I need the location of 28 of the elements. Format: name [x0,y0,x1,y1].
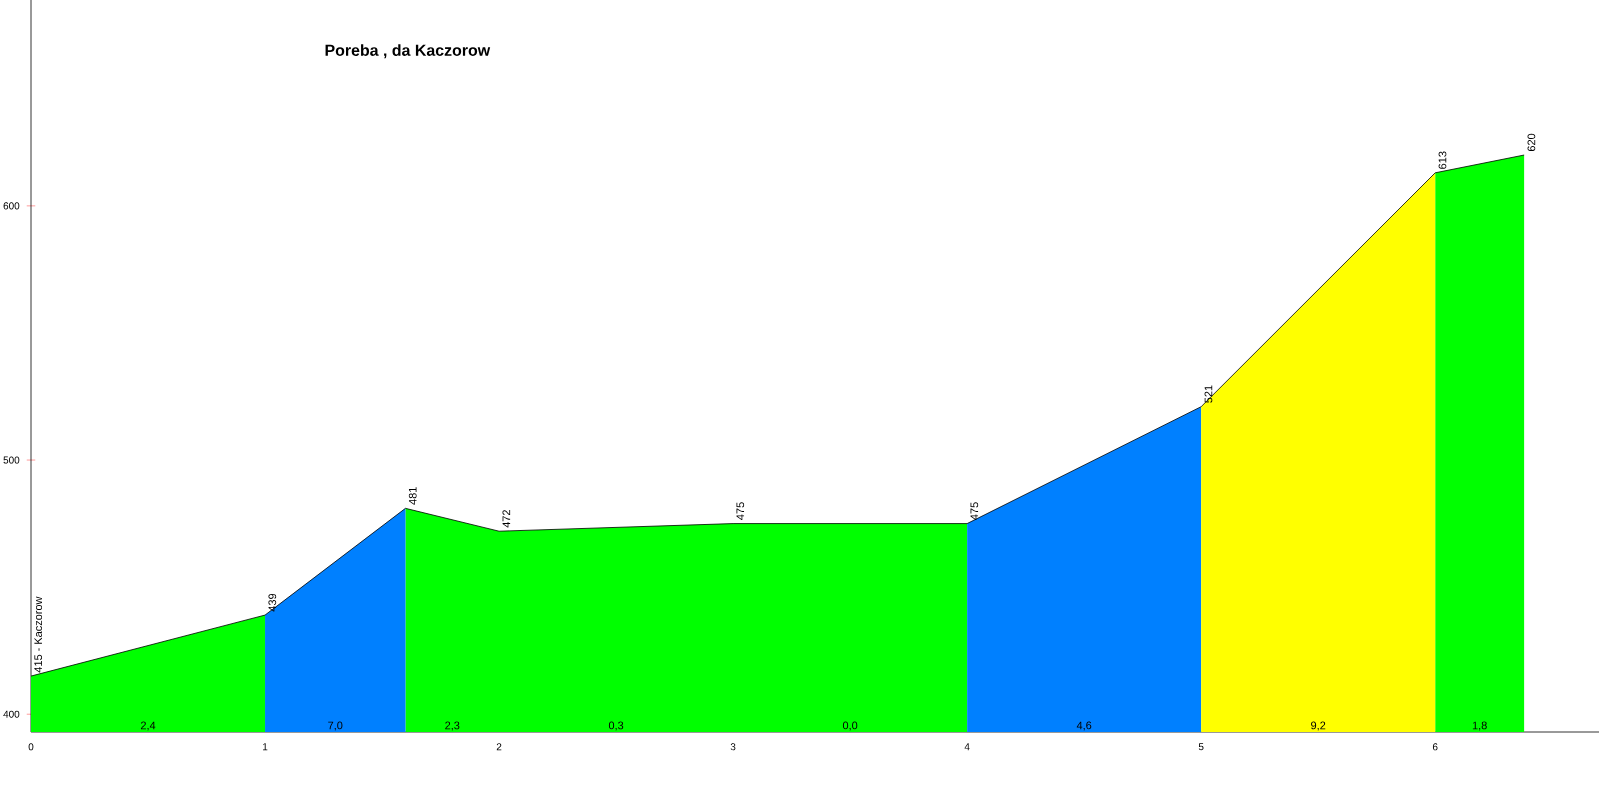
annotation: 7,0 [328,721,343,731]
x-tick-label: 4 [964,743,970,751]
x-tick-label: 6 [1432,743,1438,751]
data-label: 475 [970,502,979,520]
data-label: 415 - Kaczorow [34,596,43,673]
annotation: 0,0 [842,721,858,731]
x-tick-label: 5 [1198,743,1204,751]
data-label: 481 [408,487,417,505]
annotation: 2,4 [140,721,156,731]
data-label: 472 [502,510,511,528]
annotation: 1,8 [1472,721,1487,731]
x-tick-label: 0 [28,743,34,751]
x-tick-label: 1 [263,743,268,751]
data-label: 521 [1204,385,1213,403]
data-label: 620 [1527,133,1536,152]
data-label: 439 [268,593,277,612]
y-tick-label: 400 [3,710,20,718]
annotation: 9,2 [1311,721,1326,731]
x-tick-label: 3 [730,743,736,751]
x-tick-label: 2 [496,743,502,751]
y-tick-label: 600 [3,202,20,210]
annotation: 4,6 [1076,721,1092,731]
annotation: 2,3 [445,721,460,731]
text: Poreba , da Kaczorow [325,44,491,59]
annotation: 0,3 [608,721,624,731]
data-label: 613 [1438,151,1447,169]
y-tick-label: 500 [3,456,20,464]
data-label: 475 [736,502,745,520]
